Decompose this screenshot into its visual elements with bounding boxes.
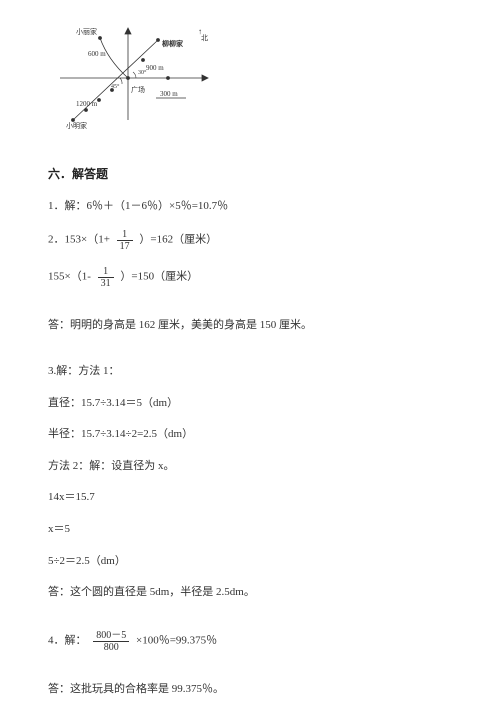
q3-a: 直径：15.7÷3.14＝5（dm） xyxy=(48,395,452,413)
q3-title: 3.解：方法 1： xyxy=(48,363,452,381)
label-1200m: 1200 m xyxy=(76,100,98,108)
q3-d: 14x＝15.7 xyxy=(48,489,452,507)
q3-answer: 答：这个圆的直径是 5dm，半径是 2.5dm。 xyxy=(48,584,452,602)
q2b-suffix: ）=150（厘米） xyxy=(120,271,198,283)
q4-prefix: 4．解： xyxy=(48,634,87,646)
frac-den: 31 xyxy=(98,277,114,289)
label-900m: 900 m xyxy=(146,64,164,72)
label-300m: 300 m xyxy=(160,90,178,98)
frac-num: 1 xyxy=(98,266,114,277)
q1-line: 1．解：6％＋（1－6％）×5％=10.7％ xyxy=(48,198,452,216)
label-guangchang: 广场 xyxy=(131,85,145,94)
map-diagram: 小丽家 600 m 柳柳家 北 ↑ 900 m 30° 广场 45° 300 m… xyxy=(58,20,452,137)
q2b-fraction: 1 31 xyxy=(98,266,114,289)
q2-fraction: 1 17 xyxy=(117,229,133,252)
frac-den: 800 xyxy=(93,641,129,653)
label-liuliu: 柳柳家 xyxy=(162,39,184,48)
q4-answer: 答：这批玩具的合格率是 99.375％。 xyxy=(48,681,452,699)
label-xiaoli: 小丽家 xyxy=(76,27,97,36)
q4-fraction: 800－5 800 xyxy=(93,630,129,653)
q4-suffix: ×100％=99.375％ xyxy=(136,634,217,646)
q3-f: 5÷2＝2.5（dm） xyxy=(48,553,452,571)
label-xiaoming: 小明家 xyxy=(66,121,87,130)
q2-answer: 答：明明的身高是 162 厘米，美美的身高是 150 厘米。 xyxy=(48,317,452,335)
label-north: 北 xyxy=(201,34,208,42)
frac-den: 17 xyxy=(117,240,133,252)
frac-num: 800－5 xyxy=(93,630,129,641)
q3-c: 方法 2：解：设直径为 x。 xyxy=(48,458,452,476)
q2-suffix: ）=162（厘米） xyxy=(139,234,217,246)
frac-num: 1 xyxy=(117,229,133,240)
angle-45: 45° xyxy=(111,83,120,90)
q2b-prefix: 155×（1- xyxy=(48,271,91,283)
section-title: 六．解答题 xyxy=(48,165,452,184)
angle-30: 30° xyxy=(138,69,147,76)
svg-text:↑: ↑ xyxy=(198,27,202,36)
q2-line1: 2．153×（1+ 1 17 ）=162（厘米） xyxy=(48,229,452,252)
q3-b: 半径：15.7÷3.14÷2=2.5（dm） xyxy=(48,426,452,444)
label-600m: 600 m xyxy=(88,50,106,58)
q3-e: x＝5 xyxy=(48,521,452,539)
q2-line2: 155×（1- 1 31 ）=150（厘米） xyxy=(48,266,452,289)
q2-prefix: 2．153×（1+ xyxy=(48,234,110,246)
q4-line: 4．解： 800－5 800 ×100％=99.375％ xyxy=(48,630,452,653)
